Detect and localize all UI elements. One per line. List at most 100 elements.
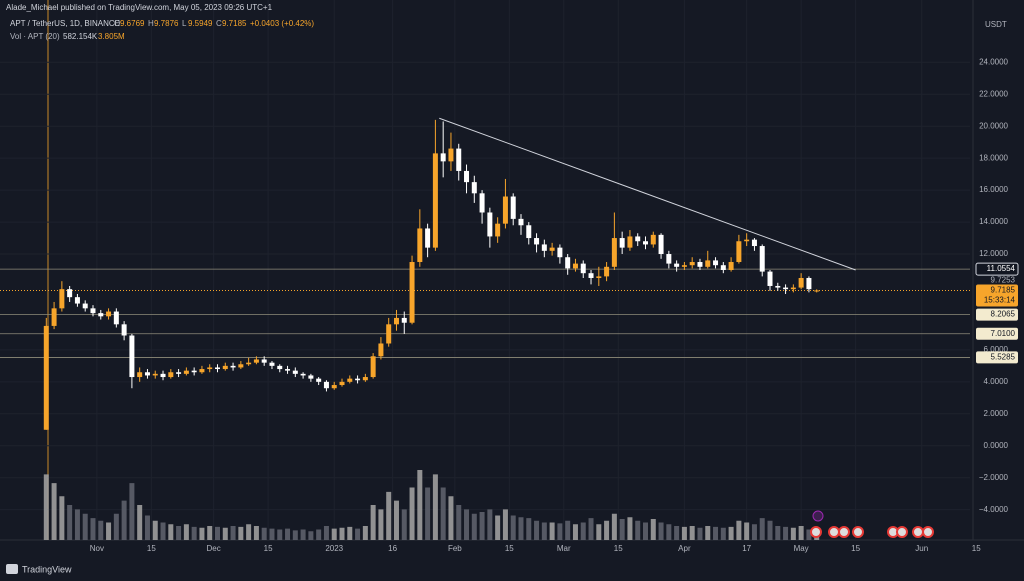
candle-body	[355, 378, 361, 381]
candle-body	[674, 263, 680, 267]
candle-body	[767, 271, 773, 286]
candle-body	[580, 263, 586, 274]
volume-bar	[549, 522, 555, 540]
event-icon[interactable]	[896, 526, 908, 538]
candle-body	[526, 225, 532, 239]
candle-body	[736, 241, 742, 263]
candle-body	[518, 218, 524, 226]
volume-bar	[627, 517, 633, 540]
volume-bar	[456, 505, 462, 540]
event-icon[interactable]	[912, 526, 924, 538]
vol-ma-value: 3.805M	[98, 32, 125, 41]
volume-bar	[378, 509, 384, 540]
volume-bar	[191, 526, 197, 540]
candle-body	[331, 385, 337, 389]
volume-bar	[689, 526, 695, 540]
candle-body	[393, 317, 399, 325]
candle-body	[790, 287, 796, 290]
event-icon[interactable]	[812, 510, 824, 522]
candle-body	[401, 317, 407, 323]
price-label: 9.7185	[991, 286, 1016, 295]
volume-bar	[168, 524, 174, 540]
volume-bar	[160, 522, 166, 540]
event-icon[interactable]	[810, 526, 822, 538]
candle-body	[269, 362, 275, 366]
volume-bar	[409, 487, 415, 540]
x-tick-label: Feb	[448, 544, 462, 553]
candle-body	[627, 236, 633, 248]
candle-body	[230, 365, 236, 368]
volume-bar	[666, 524, 672, 540]
volume-bar	[152, 520, 158, 540]
volume-bar	[106, 522, 112, 540]
volume-bar	[285, 528, 291, 540]
volume-bar	[277, 529, 283, 540]
y-tick-label: 4.0000	[984, 377, 1009, 386]
volume-bar	[681, 526, 687, 540]
volume-bar	[534, 520, 540, 540]
volume-bar	[572, 524, 578, 540]
candle-body	[339, 381, 345, 386]
x-tick-label: 15	[972, 544, 981, 553]
volume-bar	[744, 522, 750, 540]
volume-bar	[425, 487, 431, 540]
volume-bar	[674, 526, 680, 540]
event-icon[interactable]	[838, 526, 850, 538]
candle-body	[137, 372, 143, 378]
volume-bar	[705, 526, 711, 540]
candle-body	[362, 377, 368, 381]
volume-bar	[557, 523, 563, 540]
candle-body	[806, 277, 812, 290]
candle-body	[98, 313, 104, 317]
candle-body	[292, 370, 298, 374]
y-tick-label: 2.0000	[984, 409, 1009, 418]
x-tick-label: Mar	[557, 544, 571, 553]
candle-body	[409, 262, 415, 323]
candle-body	[720, 265, 726, 270]
candle-body	[495, 223, 501, 237]
x-tick-label: 16	[388, 544, 397, 553]
event-icon[interactable]	[828, 526, 840, 538]
volume-bar	[619, 519, 625, 540]
candle-body	[611, 238, 617, 267]
candle-body	[658, 234, 664, 255]
candle-body	[207, 367, 213, 370]
candle-body	[261, 359, 267, 363]
volume-bar	[59, 496, 65, 540]
candle-body	[619, 238, 625, 248]
x-tick-label: 17	[742, 544, 751, 553]
candle-body	[176, 372, 182, 374]
event-icon[interactable]	[852, 526, 864, 538]
candle-body	[572, 263, 578, 269]
volume-bar	[635, 520, 641, 540]
candle-body	[238, 364, 244, 368]
candle-body	[541, 244, 547, 251]
volume-bar	[121, 500, 127, 540]
candle-body	[798, 277, 804, 288]
y-tick-label: 18.0000	[979, 153, 1008, 162]
volume-bar	[316, 529, 322, 540]
level-label: 7.0100	[991, 329, 1016, 338]
candle-body	[596, 276, 602, 278]
volume-bar	[502, 509, 508, 540]
volume-bar	[113, 513, 119, 540]
volume-bar	[176, 526, 182, 540]
candle-body	[347, 378, 353, 382]
volume-bar	[370, 505, 376, 540]
volume-bar	[90, 518, 96, 540]
candle-body	[144, 372, 150, 376]
candle-body	[783, 287, 789, 290]
level-label: 11.0554	[987, 264, 1016, 273]
candle-body	[666, 254, 672, 264]
candle-body	[191, 370, 197, 373]
candle-body	[487, 212, 493, 237]
ohlc-key: H	[148, 19, 154, 28]
event-icon[interactable]	[922, 526, 934, 538]
candle-body	[510, 196, 516, 219]
volume-bar	[246, 524, 252, 540]
volume-bar	[51, 483, 57, 540]
candle-body	[378, 343, 384, 357]
y-tick-label: 12.0000	[979, 249, 1008, 258]
volume-bar	[596, 524, 602, 540]
volume-bar	[713, 526, 719, 540]
